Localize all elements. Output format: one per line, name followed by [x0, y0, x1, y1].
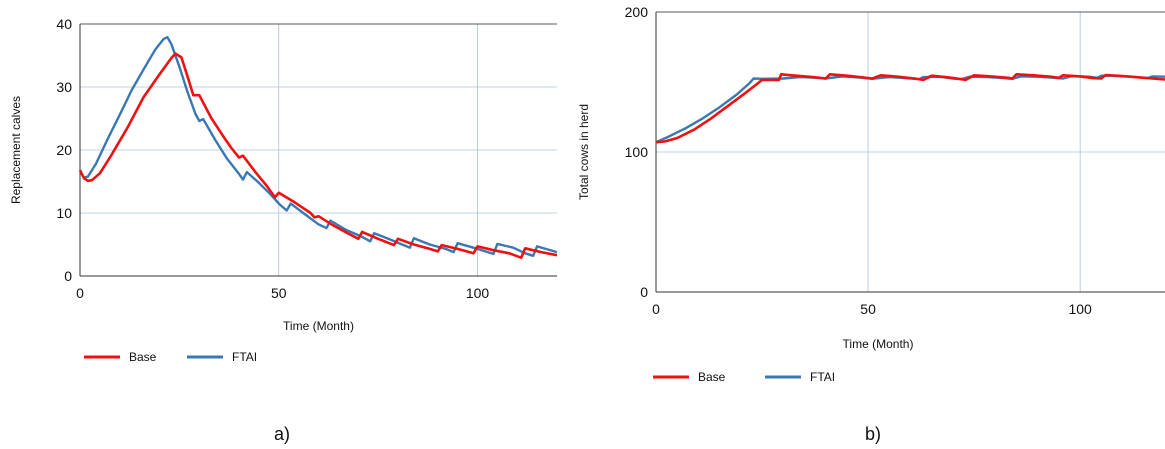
- x-tick-label: 50: [860, 301, 876, 317]
- series-line-base: [78, 52, 558, 259]
- panel-label: b): [865, 424, 881, 444]
- y-axis-label: Replacement calves: [9, 96, 23, 204]
- x-axis-label: Time (Month): [843, 337, 914, 351]
- x-tick-label: 0: [652, 301, 660, 317]
- y-tick-label: 40: [56, 16, 72, 32]
- y-tick-label: 100: [625, 144, 649, 160]
- y-axis-label: Total cows in herd: [577, 104, 591, 200]
- legend-label-ftai: FTAI: [232, 350, 257, 364]
- x-tick-label: 0: [76, 285, 84, 301]
- y-tick-label: 200: [625, 4, 649, 20]
- y-tick-label: 20: [56, 142, 72, 158]
- x-tick-label: 100: [466, 285, 490, 301]
- x-tick-label: 50: [271, 285, 287, 301]
- chart-panel-a: 0 50 100 0 10 20 30 40 Time (Month) Replacement c…: [9, 16, 558, 444]
- y-tick-label: 0: [64, 268, 72, 284]
- series-line-ftai: [83, 36, 558, 257]
- y-tick-label: 0: [640, 284, 648, 300]
- panel-label: a): [274, 424, 290, 444]
- legend-label-base: Base: [698, 370, 726, 384]
- legend-label-ftai: FTAI: [810, 370, 835, 384]
- series-line-ftai: [655, 74, 1165, 144]
- x-axis-label: Time (Month): [283, 319, 354, 333]
- x-tick-label: 100: [1068, 301, 1092, 317]
- legend-label-base: Base: [129, 350, 157, 364]
- y-tick-label: 30: [56, 79, 72, 95]
- chart-panel-b: 0 50 100 0 100 200 Time (Month) Total cows in h…: [577, 4, 1165, 444]
- y-tick-label: 10: [56, 205, 72, 221]
- series-line-base: [655, 73, 1165, 144]
